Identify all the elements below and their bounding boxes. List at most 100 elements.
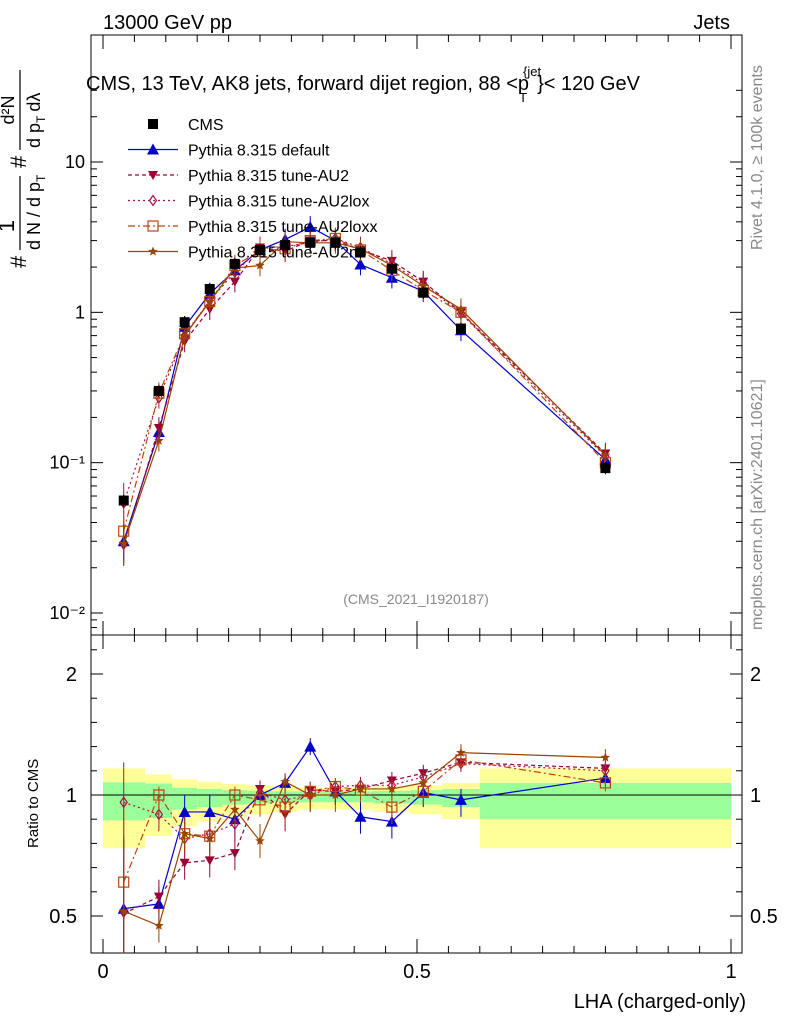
- ratio-line: [123, 762, 606, 840]
- ratio-point: [205, 833, 215, 843]
- data-point: [418, 287, 429, 298]
- ratio-point: [230, 817, 240, 831]
- ratio-point: [454, 793, 467, 805]
- y-label-frac1-den: d N / d pT: [24, 174, 48, 250]
- ratio-point: [387, 783, 397, 793]
- legend-marker: [147, 143, 159, 155]
- series-point: [153, 424, 164, 434]
- legend-marker: [147, 220, 159, 232]
- y-label-one: 1: [0, 220, 19, 232]
- series-line: [123, 241, 606, 544]
- ratio-uncertainty-bands: [91, 768, 742, 849]
- ratio-point: [179, 858, 190, 868]
- analysis-id: (CMS_2021_I1920187): [343, 591, 489, 607]
- series-point: [418, 280, 429, 290]
- series-line: [123, 237, 606, 504]
- y-label-hash2: #: [6, 155, 31, 168]
- ratio-point: [386, 801, 398, 813]
- ratio-point: [599, 777, 612, 789]
- x-tick-label: 1: [725, 961, 736, 983]
- ratio-point: [118, 906, 129, 916]
- ratio-tick-label-left: 2: [66, 664, 77, 686]
- ratio-point: [354, 810, 367, 822]
- series-point: [179, 330, 190, 340]
- data-point: [179, 317, 190, 328]
- y-tick-label: 10⁻¹: [49, 453, 85, 473]
- series-line: [123, 240, 606, 546]
- legend-label: Pythia 8.315 tune-AU2: [188, 168, 349, 185]
- legend-label: CMS: [188, 117, 224, 134]
- ratio-tick-label-right: 0.5: [750, 906, 778, 928]
- series-point: [456, 304, 466, 314]
- ratio-point: [330, 790, 341, 800]
- energy-label: 13000 GeV pp: [103, 12, 232, 34]
- legend: CMS Pythia 8.315 default Pythia 8.315 tune…: [128, 117, 377, 262]
- data-point: [255, 244, 265, 255]
- legend-label: Pythia 8.315 tune-AU2loxx: [188, 219, 377, 236]
- series-point: [118, 538, 129, 548]
- series-point: [154, 435, 164, 445]
- data-point: [386, 263, 397, 274]
- ratio-point: [418, 777, 429, 787]
- data-point: [455, 323, 466, 334]
- ratio-line: [123, 752, 606, 927]
- y-label-frac2-num: d²N: [0, 95, 18, 124]
- series-point: [354, 258, 367, 270]
- y-label-frac2-den: d pTdλ: [24, 93, 48, 148]
- data-point: [355, 247, 366, 258]
- legend-marker: [148, 246, 158, 256]
- data-point: [204, 283, 215, 294]
- ratio-point: [203, 805, 216, 817]
- ratio-point: [304, 740, 317, 752]
- main-series-group: [117, 216, 612, 566]
- ratio-line: [123, 761, 606, 915]
- ratio-tick-label-left: 1: [66, 785, 77, 807]
- ratio-tick-label-right: 2: [750, 664, 761, 686]
- y-tick-label: 1: [75, 302, 85, 322]
- x-axis-label: LHA (charged-only): [574, 991, 746, 1013]
- data-point: [229, 258, 240, 269]
- rivet-label: Rivet 4.1.0, ≥ 100k events: [749, 65, 766, 250]
- ratio-point: [229, 849, 240, 859]
- legend-marker: [148, 119, 158, 129]
- legend-label: Pythia 8.315 default: [188, 143, 330, 160]
- data-point: [118, 495, 129, 506]
- ratio-point: [153, 789, 165, 801]
- ratio-point: [119, 796, 128, 809]
- y-label-hash1: #: [6, 255, 31, 268]
- ratio-point: [179, 828, 190, 838]
- ratio-point: [305, 790, 315, 800]
- ratio-point: [255, 835, 265, 846]
- plot-title: CMS, 13 TeV, AK8 jets, forward dijet reg…: [86, 64, 641, 105]
- data-point: [600, 463, 611, 474]
- series-point: [205, 296, 215, 306]
- series-point: [600, 450, 611, 460]
- data-point: [153, 385, 164, 396]
- x-tick-label: 0: [97, 961, 108, 983]
- ratio-point: [456, 757, 466, 770]
- series-point: [304, 220, 317, 232]
- data-point: [305, 237, 316, 248]
- y-tick-label: 10: [65, 152, 85, 172]
- ratio-tick-label-left: 0.5: [49, 906, 77, 928]
- ratio-point: [355, 783, 366, 793]
- mcplots-label: mcplots.cern.ch [arXiv:2401.10621]: [749, 379, 766, 630]
- ratio-point: [456, 747, 466, 757]
- legend-marker: [148, 171, 158, 180]
- ratio-series-group: [117, 738, 612, 953]
- ratio-point: [254, 794, 266, 806]
- x-tick-label: 0.5: [403, 961, 431, 983]
- ratio-point: [154, 808, 164, 821]
- series-line: [123, 237, 606, 532]
- ratio-tick-label-right: 1: [750, 785, 761, 807]
- legend-marker: [148, 194, 158, 207]
- y-tick-label: 10⁻²: [49, 603, 85, 623]
- axis-ticks: 10⁻² 10⁻¹ 1 10 0.5 0.5 1 1 2 2 0 0.5 1: [49, 35, 778, 983]
- series-point: [255, 260, 265, 270]
- ratio-point: [280, 776, 290, 786]
- ratio-point: [230, 804, 240, 814]
- series-line: [123, 226, 606, 542]
- ratio-point: [279, 801, 291, 813]
- ratio-point: [154, 920, 164, 930]
